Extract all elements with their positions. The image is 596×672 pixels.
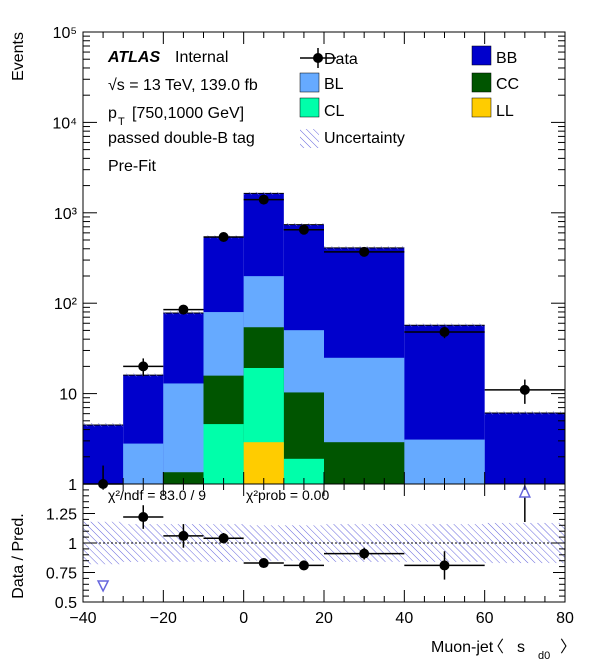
atlas-label: ATLAS	[107, 49, 160, 66]
ratio-x-tick-label-3: 20	[315, 610, 333, 627]
legend-swatch-cc	[471, 72, 492, 93]
x-axis-label-open: 〈	[488, 639, 504, 656]
ratio-point-0	[138, 512, 149, 523]
legend-swatch-ll	[471, 97, 492, 118]
data-point-8	[519, 384, 530, 395]
uncertainty-band-bin-5	[283, 223, 324, 227]
legend-label-cc: CC	[496, 76, 519, 93]
main-y-tick-label-5: 10⁵	[53, 25, 77, 42]
ratio-x-tick-label-2: 0	[239, 610, 248, 627]
bar-cc-bin-6	[324, 442, 405, 484]
ratio-point-1	[178, 530, 189, 541]
legend-label-ll: LL	[496, 103, 514, 120]
uncertainty-band-bin-4	[243, 191, 284, 195]
fit-label: Pre-Fit	[108, 158, 157, 175]
pt-range-label: [750,1000 GeV]	[132, 105, 244, 122]
chi2-ndf-label: χ²/ndf = 83.0 / 9	[108, 487, 206, 503]
legend-entry-cc: CC	[471, 72, 519, 93]
legend-marker-data	[313, 53, 323, 63]
data-point-2	[178, 304, 189, 315]
x-axis-label-close: 〉	[560, 639, 576, 656]
ratio-y-tick-label-3: 1.25	[46, 507, 77, 524]
main-x-axis	[82, 32, 566, 484]
uncertainty-band-bin-7	[404, 323, 485, 327]
atlas-annotation: ATLAS Internal √s = 13 TeV, 139.0 fb p T…	[107, 49, 258, 175]
ratio-x-tick-label-6: 80	[556, 610, 574, 627]
data-point-5	[298, 224, 309, 235]
legend-label-data: Data	[324, 51, 358, 68]
data-point-3	[218, 231, 229, 242]
legend-entry-bb: BB	[471, 45, 517, 67]
ratio-x-axis: −40 −20 0 20 40 60 80	[69, 484, 574, 627]
main-y-tick-label-4: 10⁴	[52, 115, 77, 132]
x-axis-label: Muon-jet 〈 s d0 〉	[431, 639, 576, 662]
x-axis-label-sub: d0	[538, 650, 550, 662]
ratio-point-5	[359, 548, 370, 559]
ratio-point-6	[439, 560, 450, 571]
legend-entry-ll: LL	[471, 97, 514, 120]
legend-swatch-bb	[471, 45, 492, 66]
ratio-arrow-down-marker	[96, 580, 110, 593]
ratio-point-2	[218, 533, 229, 544]
bar-bl-bin-7	[404, 439, 485, 484]
data-point-7	[439, 327, 450, 338]
ratio-y-tick-label-1: 0.75	[46, 566, 77, 583]
chi2-prob-label: χ²prob = 0.00	[246, 487, 329, 503]
ratio-points	[96, 484, 531, 593]
legend-label-uncertainty: Uncertainty	[324, 130, 405, 147]
main-y-axis: 1 10 10² 10³ 10⁴ 10⁵	[52, 25, 565, 494]
ratio-y-axis: 0.5 0.75 1 1.25	[46, 489, 565, 612]
legend-label-bl: BL	[324, 76, 344, 93]
uncertainty-band-bin-0	[83, 423, 124, 427]
ratio-arrow-up-marker	[518, 484, 531, 498]
data-point-1	[138, 361, 149, 372]
legend-entry-uncertainty: Uncertainty	[300, 129, 405, 148]
bar-ll-bin-4	[243, 442, 284, 484]
bar-bl-bin-2	[163, 383, 204, 484]
legend-entry-bl: BL	[299, 72, 344, 93]
ratio-y-tick-label-2: 1	[68, 536, 77, 553]
pt-label-p: p	[108, 105, 117, 122]
ratio-y-tick-label-0: 0.5	[55, 595, 77, 612]
stacked-histogram	[83, 192, 565, 485]
legend-swatch-cl	[299, 97, 320, 118]
ratio-y-axis-label: Data / Pred.	[10, 513, 27, 598]
tag-label: passed double-B tag	[108, 130, 255, 147]
pt-label-subscript: T	[118, 116, 125, 128]
x-axis-label-s: s	[517, 639, 525, 656]
ratio-point-4	[298, 560, 309, 571]
bar-bb-bin-8	[484, 413, 565, 484]
energy-lumi-label: √s = 13 TeV, 139.0 fb	[108, 77, 258, 94]
legend-label-cl: CL	[324, 103, 345, 120]
legend-entry-data: Data	[300, 48, 358, 68]
uncertainty-band-bin-8	[484, 411, 565, 415]
main-y-tick-label-1: 10	[59, 387, 77, 404]
legend-swatch-uncertainty	[300, 129, 319, 148]
data-point-4	[258, 194, 269, 205]
ratio-x-tick-label-0: −40	[69, 610, 96, 627]
data-point-6	[359, 246, 370, 257]
legend-entry-cl: CL	[299, 97, 345, 120]
main-y-tick-label-2: 10²	[54, 296, 78, 313]
ratio-x-tick-label-1: −20	[150, 610, 177, 627]
legend-swatch-bl	[299, 72, 320, 93]
main-plot: 1 10 10² 10³ 10⁴ 10⁵	[52, 25, 566, 494]
ratio-plot: 0.5 0.75 1 1.25 −40 −20 0 20 40 60 80	[46, 483, 574, 627]
main-y-axis-label: Events	[10, 32, 27, 81]
data-points	[83, 194, 565, 489]
ratio-x-tick-label-4: 40	[395, 610, 413, 627]
legend-label-bb: BB	[496, 50, 517, 67]
main-y-tick-label-0: 1	[68, 477, 77, 494]
x-axis-label-main: Muon-jet	[431, 639, 494, 656]
main-y-tick-label-3: 10³	[54, 206, 78, 223]
atlas-internal-label: Internal	[175, 49, 228, 66]
bar-cl-bin-3	[203, 424, 244, 484]
bar-bl-bin-1	[123, 443, 164, 484]
ratio-x-tick-label-5: 60	[476, 610, 494, 627]
ratio-point-3	[258, 558, 269, 569]
legend: Data BL CL Uncertainty BB CC LL	[299, 45, 519, 148]
